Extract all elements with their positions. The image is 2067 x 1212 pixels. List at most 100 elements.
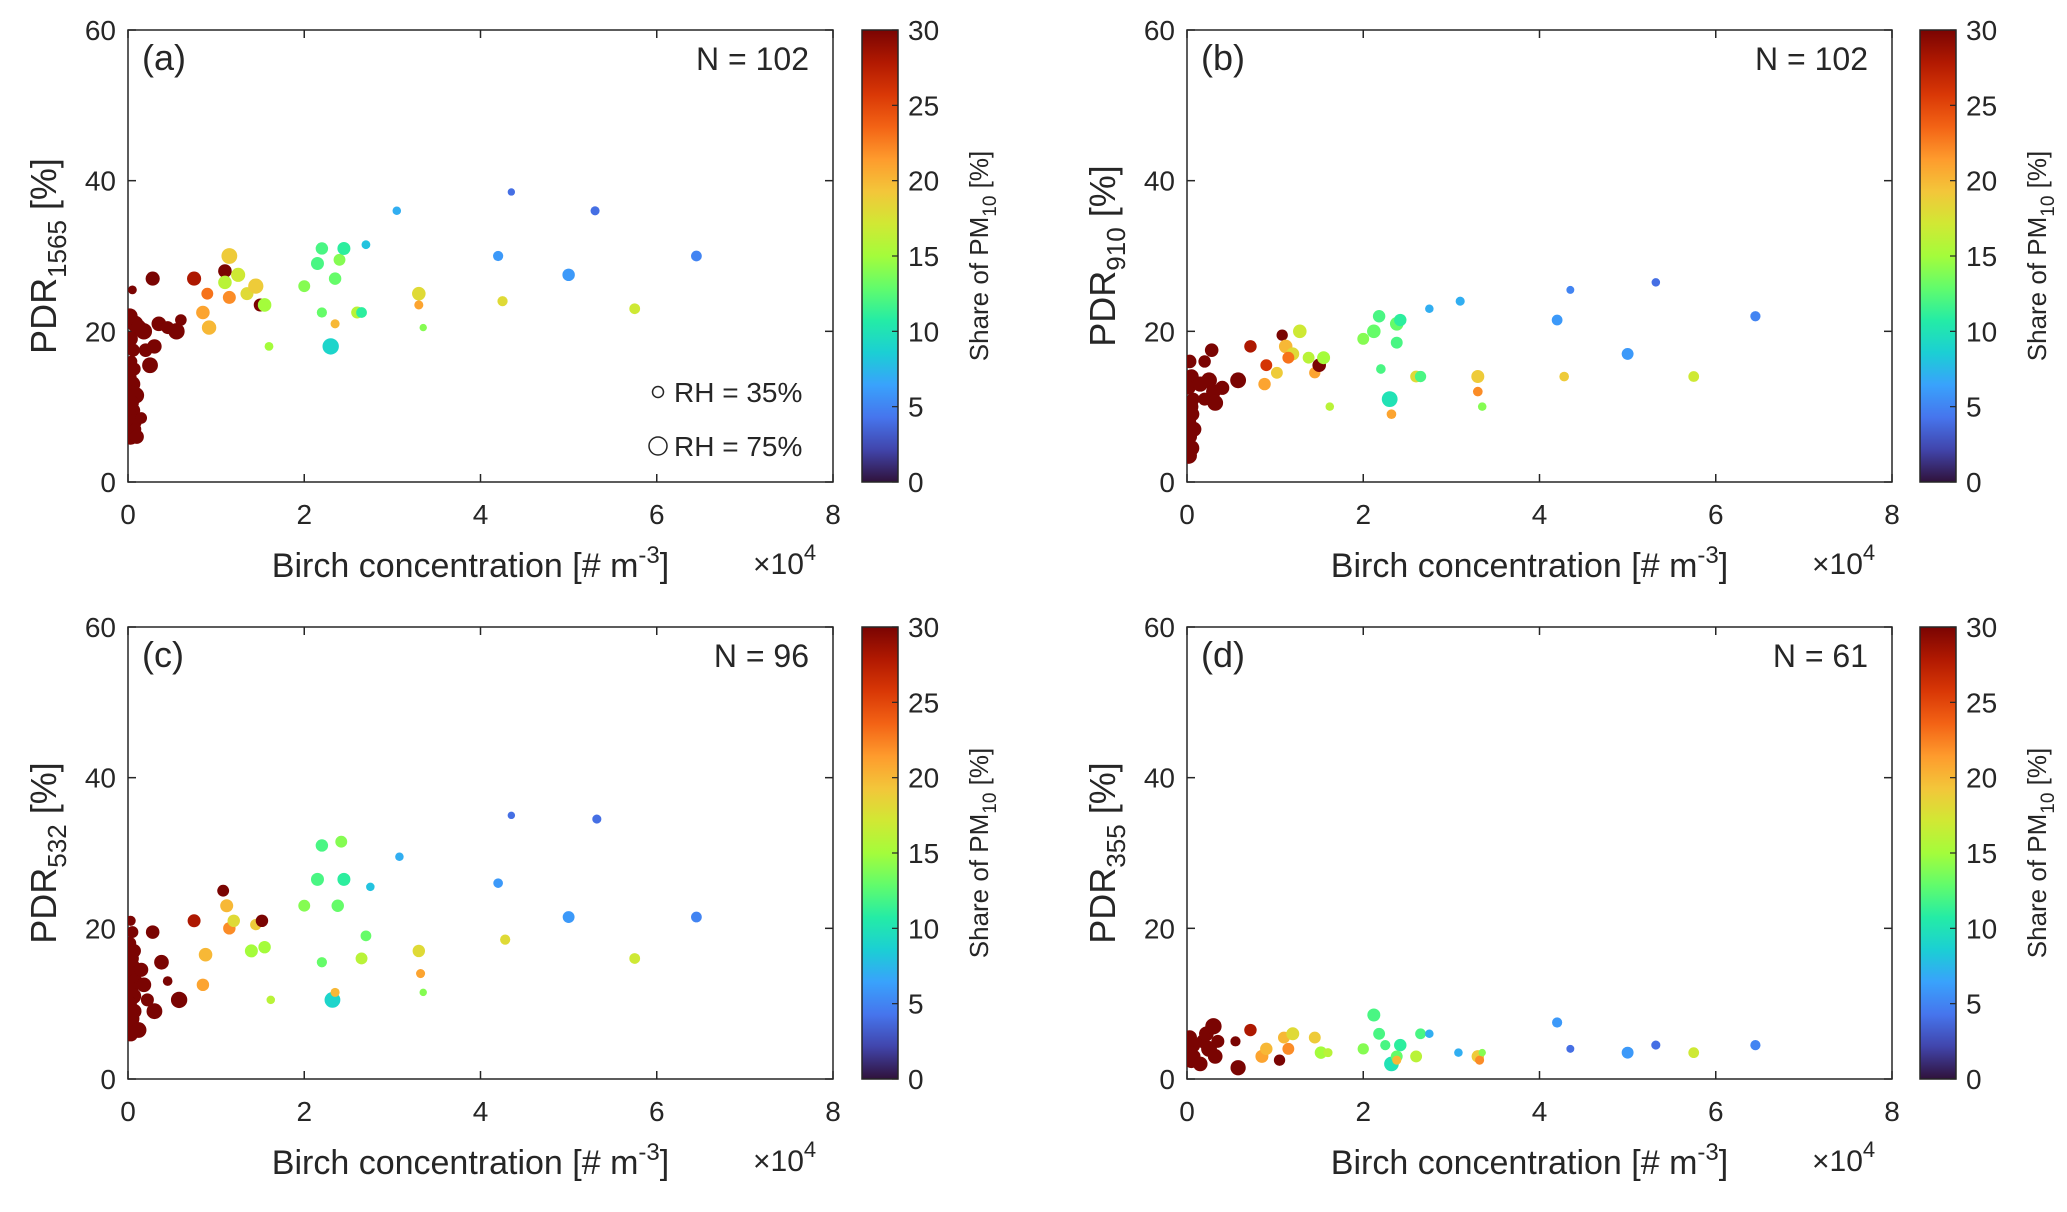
data-point: [1455, 296, 1465, 306]
data-point: [1204, 343, 1219, 357]
colorbar-tick-label: 5: [908, 392, 924, 423]
colorbar-tick-label: 30: [1966, 612, 1997, 643]
colorbar-tick-label: 15: [908, 241, 939, 272]
data-point: [1425, 304, 1434, 313]
n-count: N = 61: [1773, 638, 1868, 674]
colorbar-tick-label: 10: [1966, 316, 1997, 347]
data-point: [1454, 1048, 1463, 1057]
colorbar-tick-label: 20: [908, 166, 939, 197]
data-point: [128, 331, 138, 347]
data-point: [1273, 1054, 1286, 1066]
data-point: [1260, 1042, 1273, 1056]
y-axis-label: PDR910 [%]: [1082, 165, 1131, 346]
data-point: [1270, 366, 1283, 379]
y-tick-label: 20: [1144, 316, 1175, 347]
colorbar-tick-label: 20: [1966, 166, 1997, 197]
data-point: [1244, 340, 1257, 353]
data-point: [629, 303, 641, 315]
x-multiplier: ×104: [753, 1137, 816, 1178]
data-point: [298, 899, 311, 912]
x-tick-label: 0: [1179, 1096, 1195, 1127]
data-point: [1478, 1048, 1486, 1057]
data-point: [187, 914, 201, 928]
x-tick-label: 8: [825, 1096, 841, 1127]
data-point: [1415, 1028, 1426, 1040]
colorbar-tick-label: 10: [908, 913, 939, 944]
data-point: [507, 811, 516, 820]
data-point: [366, 882, 375, 892]
data-point: [497, 296, 508, 307]
panel-label: (c): [142, 634, 184, 675]
data-point: [1688, 1047, 1700, 1059]
x-multiplier: ×104: [1812, 540, 1875, 581]
data-point: [258, 940, 271, 954]
data-points: [128, 811, 702, 1042]
n-count: N = 96: [714, 638, 809, 674]
data-point: [134, 962, 149, 977]
y-tick-label: 60: [85, 612, 116, 643]
x-axis-label: Birch concentration [# m-3]: [1331, 1139, 1728, 1182]
legend-marker-small: [651, 385, 665, 399]
n-count: N = 102: [696, 41, 809, 77]
data-point: [629, 953, 641, 964]
x-tick-label: 4: [473, 1096, 489, 1127]
colorbar-tick-label: 0: [908, 467, 924, 498]
y-tick-label: 20: [85, 316, 116, 347]
data-point: [412, 286, 426, 301]
data-point: [416, 968, 426, 979]
y-tick-label: 0: [1159, 1064, 1175, 1095]
data-point: [135, 323, 153, 340]
x-multiplier: ×104: [1812, 1137, 1875, 1178]
x-tick-label: 4: [1532, 499, 1548, 530]
x-axis-label: Birch concentration [# m-3]: [272, 1139, 669, 1182]
data-point: [1323, 1048, 1333, 1058]
data-point: [1230, 1036, 1241, 1047]
data-point: [128, 343, 140, 357]
data-point: [360, 930, 372, 942]
data-point: [162, 976, 173, 986]
data-point: [1381, 391, 1398, 408]
x-tick-label: 2: [1355, 499, 1371, 530]
data-point: [196, 978, 210, 992]
y-axis-label: PDR532 [%]: [23, 762, 72, 943]
data-point: [310, 257, 324, 271]
data-point: [146, 1003, 163, 1020]
x-tick-label: 4: [1532, 1096, 1548, 1127]
data-point: [248, 278, 264, 294]
data-point: [1230, 372, 1247, 389]
y-axis-label: PDR1565 [%]: [23, 158, 72, 354]
data-point: [1207, 395, 1224, 411]
colorbar-tick-label: 10: [908, 316, 939, 347]
data-point: [244, 944, 258, 958]
data-point: [1475, 1055, 1485, 1065]
x-tick-label: 2: [1355, 1096, 1371, 1127]
data-point: [1651, 1040, 1661, 1050]
y-tick-label: 60: [1144, 612, 1175, 643]
data-point: [264, 342, 274, 351]
data-point: [1207, 1049, 1223, 1064]
panel-b: 0 2 4 6 8 0 20 40 60 Birch concentration [# m-3] ×…: [1082, 15, 2059, 585]
colorbar-label: Share of PM10 [%]: [2022, 151, 2059, 361]
legend-label-small: RH = 35%: [674, 377, 802, 408]
data-point: [129, 429, 144, 444]
colorbar-tick-label: 20: [908, 763, 939, 794]
data-point: [1750, 311, 1761, 322]
data-point: [147, 339, 162, 354]
data-point: [1260, 359, 1273, 372]
data-point: [1276, 329, 1288, 341]
data-point: [231, 267, 246, 282]
data-point: [1372, 310, 1386, 323]
colorbar-tick-label: 25: [908, 687, 939, 718]
data-point: [1367, 324, 1381, 339]
data-points: [128, 188, 702, 445]
data-point: [201, 320, 217, 335]
data-point: [1410, 1050, 1423, 1063]
y-tick-label: 20: [85, 913, 116, 944]
data-point: [1559, 371, 1569, 382]
y-tick-label: 60: [85, 15, 116, 46]
y-tick-label: 0: [1159, 467, 1175, 498]
data-point: [412, 944, 426, 958]
data-point: [1621, 347, 1634, 360]
data-point: [1551, 314, 1563, 326]
